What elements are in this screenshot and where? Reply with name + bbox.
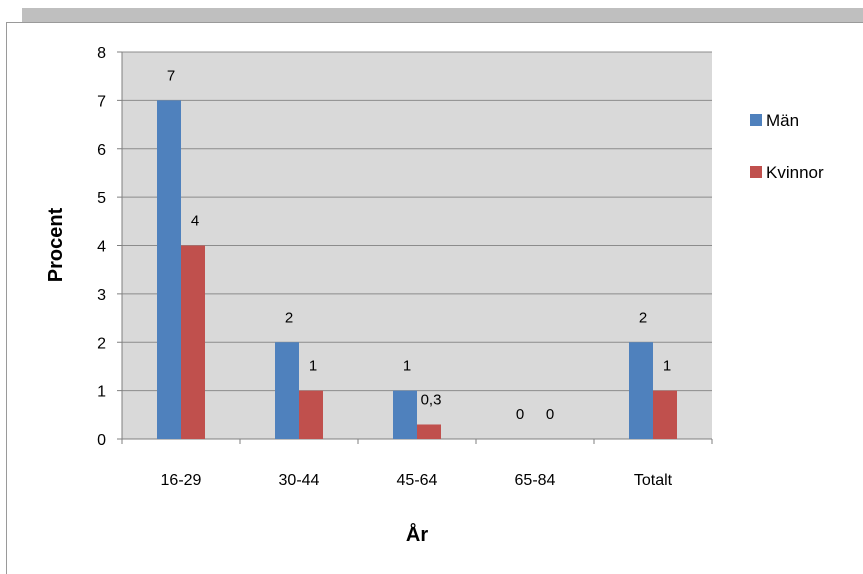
top-border-bar — [22, 8, 863, 22]
data-label: 1 — [663, 358, 671, 375]
data-label: 0 — [516, 406, 524, 423]
legend-label: Kvinnor — [766, 163, 824, 182]
data-label: 0,3 — [421, 391, 442, 408]
x-tick-label: 65-84 — [515, 472, 556, 489]
y-tick-label: 2 — [97, 335, 106, 352]
data-label: 1 — [309, 358, 317, 375]
legend-swatch — [750, 114, 762, 126]
x-tick-label: Totalt — [634, 472, 673, 489]
y-tick-label: 7 — [97, 93, 106, 110]
bar-män — [629, 342, 653, 439]
x-tick-label: 16-29 — [161, 472, 202, 489]
legend-label: Män — [766, 111, 799, 130]
y-tick-label: 1 — [97, 384, 106, 401]
data-label: 7 — [167, 67, 175, 84]
bar-kvinnor — [417, 424, 441, 439]
data-label: 2 — [639, 309, 647, 326]
legend: Män Kvinnor — [750, 111, 824, 182]
x-axis-title: År — [406, 522, 428, 546]
bar-män — [157, 100, 181, 439]
data-label: 4 — [191, 213, 199, 230]
y-tick-label: 3 — [97, 287, 106, 304]
data-label: 0 — [546, 406, 554, 423]
y-axis-title: Procent — [45, 207, 67, 282]
bar-kvinnor — [181, 245, 205, 439]
bar-män — [275, 342, 299, 439]
bar-kvinnor — [299, 390, 323, 439]
y-tick-label: 5 — [97, 190, 106, 207]
data-label: 1 — [403, 358, 411, 375]
y-tick-label: 8 — [97, 45, 106, 62]
legend-swatch — [750, 166, 762, 178]
x-tick-label: 45-64 — [397, 472, 438, 489]
bar-kvinnor — [653, 390, 677, 439]
y-tick-label: 4 — [97, 239, 106, 256]
x-tick-label: 30-44 — [279, 472, 320, 489]
y-tick-label: 0 — [97, 432, 106, 449]
bar-män — [393, 390, 417, 439]
y-tick-label: 6 — [97, 142, 106, 159]
data-label: 2 — [285, 309, 293, 326]
